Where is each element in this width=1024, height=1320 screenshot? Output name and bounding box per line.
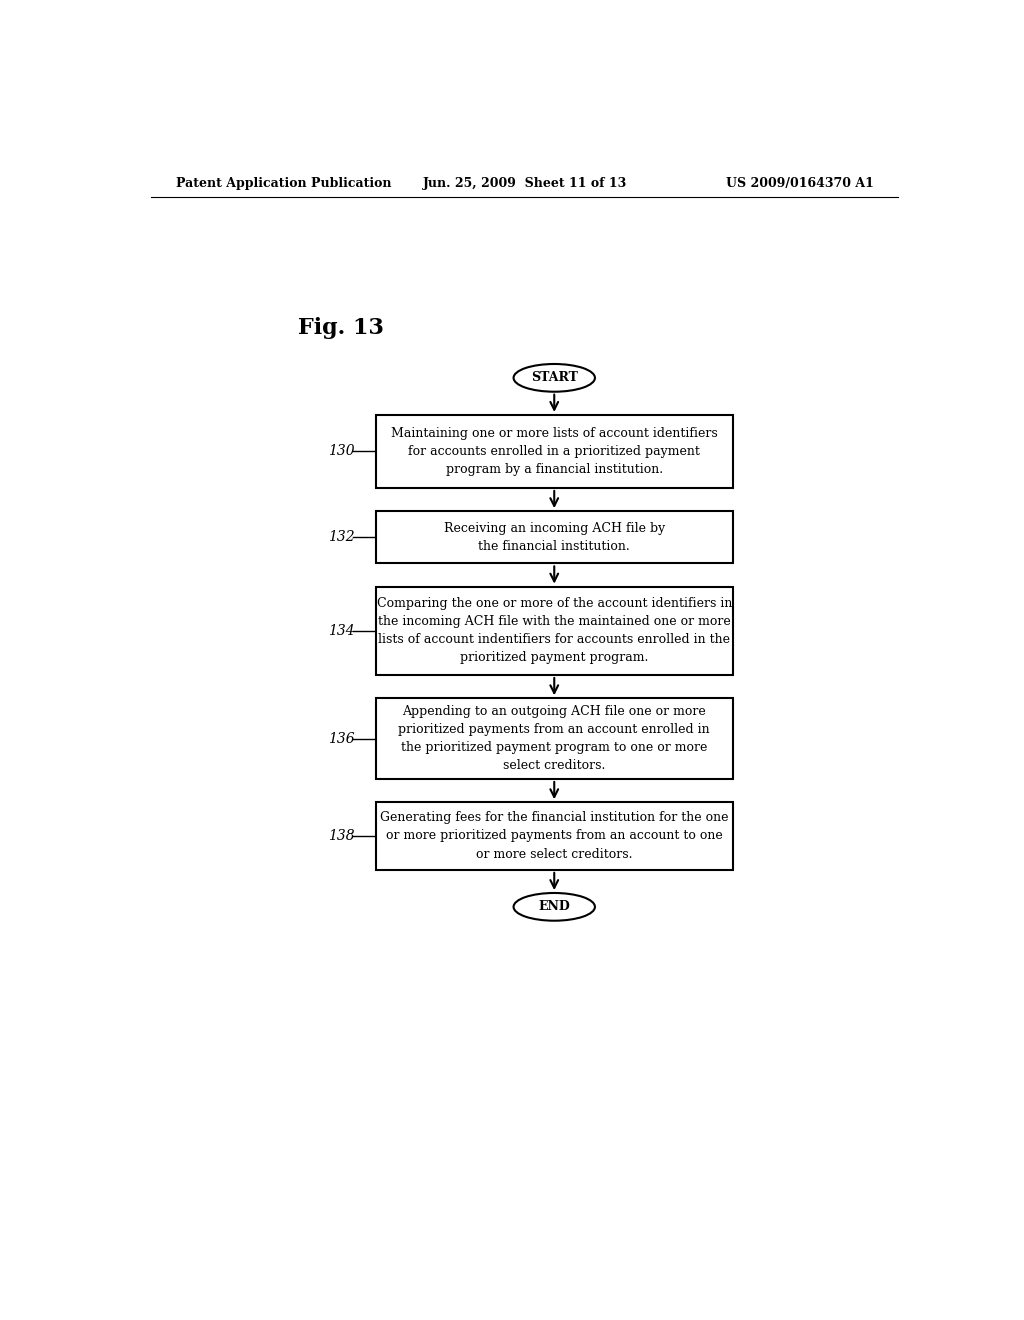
FancyBboxPatch shape bbox=[376, 803, 732, 870]
FancyBboxPatch shape bbox=[376, 698, 732, 779]
Ellipse shape bbox=[514, 892, 595, 921]
Text: 136: 136 bbox=[328, 731, 354, 746]
Text: Appending to an outgoing ACH file one or more
prioritized payments from an accou: Appending to an outgoing ACH file one or… bbox=[398, 705, 710, 772]
Text: Maintaining one or more lists of account identifiers
for accounts enrolled in a : Maintaining one or more lists of account… bbox=[391, 426, 718, 477]
Text: 130: 130 bbox=[328, 445, 354, 458]
Text: Patent Application Publication: Patent Application Publication bbox=[176, 177, 391, 190]
FancyBboxPatch shape bbox=[376, 414, 732, 488]
Text: 134: 134 bbox=[328, 624, 354, 638]
Text: Fig. 13: Fig. 13 bbox=[299, 317, 384, 339]
FancyBboxPatch shape bbox=[376, 586, 732, 675]
Text: 138: 138 bbox=[328, 829, 354, 843]
Text: 132: 132 bbox=[328, 531, 354, 544]
Text: START: START bbox=[530, 371, 578, 384]
Text: Jun. 25, 2009  Sheet 11 of 13: Jun. 25, 2009 Sheet 11 of 13 bbox=[423, 177, 627, 190]
Text: Comparing the one or more of the account identifiers in
the incoming ACH file wi: Comparing the one or more of the account… bbox=[377, 597, 732, 664]
Text: Generating fees for the financial institution for the one
or more prioritized pa: Generating fees for the financial instit… bbox=[380, 812, 728, 861]
Text: Receiving an incoming ACH file by
the financial institution.: Receiving an incoming ACH file by the fi… bbox=[443, 521, 665, 553]
Text: END: END bbox=[539, 900, 570, 913]
Text: US 2009/0164370 A1: US 2009/0164370 A1 bbox=[726, 177, 873, 190]
Ellipse shape bbox=[514, 364, 595, 392]
FancyBboxPatch shape bbox=[376, 511, 732, 564]
